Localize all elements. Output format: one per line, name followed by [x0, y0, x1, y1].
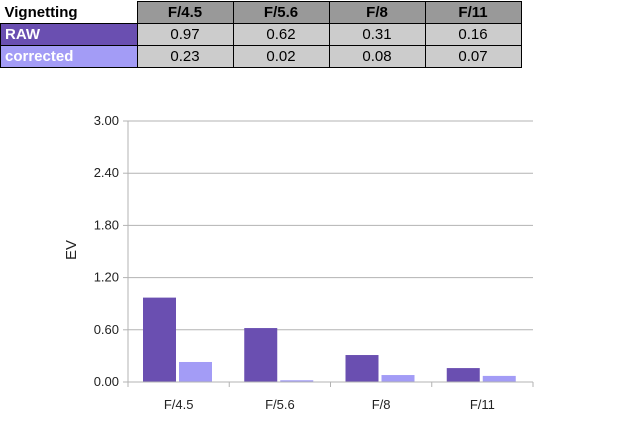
table-cell: 0.31	[328, 23, 426, 46]
bar-corrected	[482, 375, 516, 382]
table-cell: 0.16	[424, 23, 522, 46]
y-tick-label: 3.00	[94, 113, 119, 128]
row-label-raw: RAW	[0, 23, 138, 46]
table-row: corrected 0.23 0.02 0.08 0.07	[0, 45, 522, 68]
x-tick-label: F/5.6	[265, 397, 295, 412]
x-tick-label: F/4.5	[164, 397, 194, 412]
table-header-cell: F/8	[328, 1, 426, 24]
bar-corrected	[280, 380, 314, 382]
table-header-cell: F/11	[424, 1, 522, 24]
table-row: RAW 0.97 0.62 0.31 0.16	[0, 23, 522, 46]
vignetting-table: Vignetting F/4.5 F/5.6 F/8 F/11 RAW 0.97…	[0, 1, 522, 68]
table-cell: 0.62	[232, 23, 330, 46]
table-header-row: Vignetting F/4.5 F/5.6 F/8 F/11	[1, 1, 522, 24]
bar-raw	[244, 328, 278, 382]
y-tick-label: 0.60	[94, 322, 119, 337]
bar-raw	[446, 368, 480, 382]
x-tick-label: F/11	[470, 397, 495, 412]
table-header-cell: F/5.6	[232, 1, 330, 24]
table-cell: 0.08	[328, 45, 426, 68]
table-corner-label: Vignetting	[4, 3, 78, 21]
table-cell: 0.23	[136, 45, 234, 68]
y-tick-label: 0.00	[94, 374, 119, 389]
bar-corrected	[179, 361, 212, 382]
table-header-cell: F/4.5	[136, 1, 234, 24]
bar-raw	[345, 355, 379, 382]
bar-raw	[143, 297, 176, 382]
y-tick-label: 1.20	[94, 270, 119, 285]
table-cell: 0.07	[424, 45, 522, 68]
y-tick-label: 2.40	[94, 165, 119, 180]
row-label-corrected: corrected	[0, 45, 138, 68]
x-tick-label: F/8	[372, 397, 391, 412]
y-axis-label: EV	[63, 240, 80, 260]
table-cell: 0.97	[136, 23, 234, 46]
bar-corrected	[381, 375, 415, 382]
y-tick-label: 1.80	[94, 217, 119, 232]
table-cell: 0.02	[232, 45, 330, 68]
